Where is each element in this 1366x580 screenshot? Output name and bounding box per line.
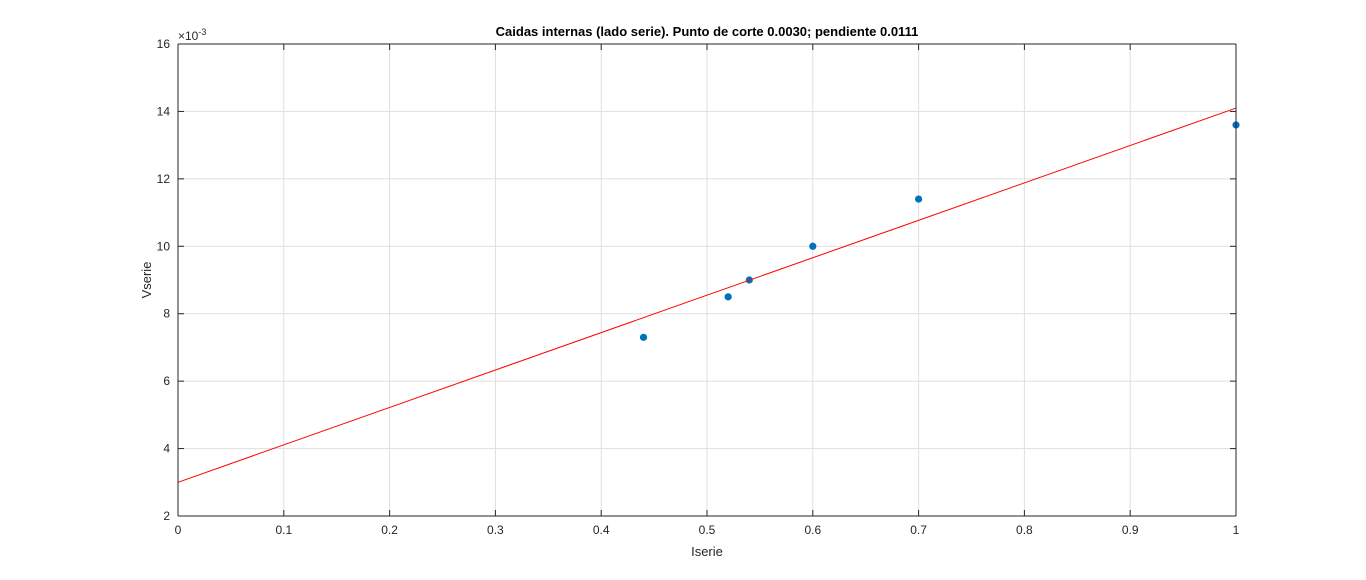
x-tick-label: 0.7 (910, 523, 927, 537)
y-axis-label: Vserie (139, 262, 154, 299)
y-tick-label: 16 (157, 37, 171, 51)
data-point (915, 195, 923, 203)
x-tick-label: 1 (1233, 523, 1240, 537)
y-tick-label: 12 (157, 172, 171, 186)
y-tick-label: 14 (157, 104, 171, 118)
x-tick-label: 0.9 (1122, 523, 1139, 537)
y-tick-label: 8 (163, 307, 170, 321)
x-tick-label: 0.3 (487, 523, 504, 537)
axes: 0 0.1 0.2 0.3 0.4 0.5 0.6 0.7 0.8 0.9 124681012141… (157, 37, 1240, 537)
x-tick-label: 0.2 (381, 523, 398, 537)
x-axis-label: Iserie (691, 544, 723, 559)
data-point (809, 242, 817, 250)
data-point (724, 293, 732, 301)
y-axis-exponent: ×10-3 (178, 27, 206, 43)
x-tick-label: 0.1 (275, 523, 292, 537)
x-tick-label: 0.6 (804, 523, 821, 537)
x-tick-label: 0 (175, 523, 182, 537)
y-tick-label: 6 (163, 374, 170, 388)
x-tick-label: 0.4 (593, 523, 610, 537)
data-point (639, 333, 648, 341)
fit-line (177, 107, 1237, 483)
chart-text: Caidas internas (lado serie). Punto de c… (139, 24, 918, 559)
chart-title: Caidas internas (lado serie). Punto de c… (496, 24, 919, 39)
y-tick-label: 10 (157, 239, 171, 253)
grid (177, 43, 1237, 517)
x-tick-label: 0.8 (1016, 523, 1033, 537)
y-tick-label: 4 (163, 442, 170, 456)
x-tick-label: 0.5 (699, 523, 716, 537)
y-tick-label: 2 (163, 509, 170, 523)
